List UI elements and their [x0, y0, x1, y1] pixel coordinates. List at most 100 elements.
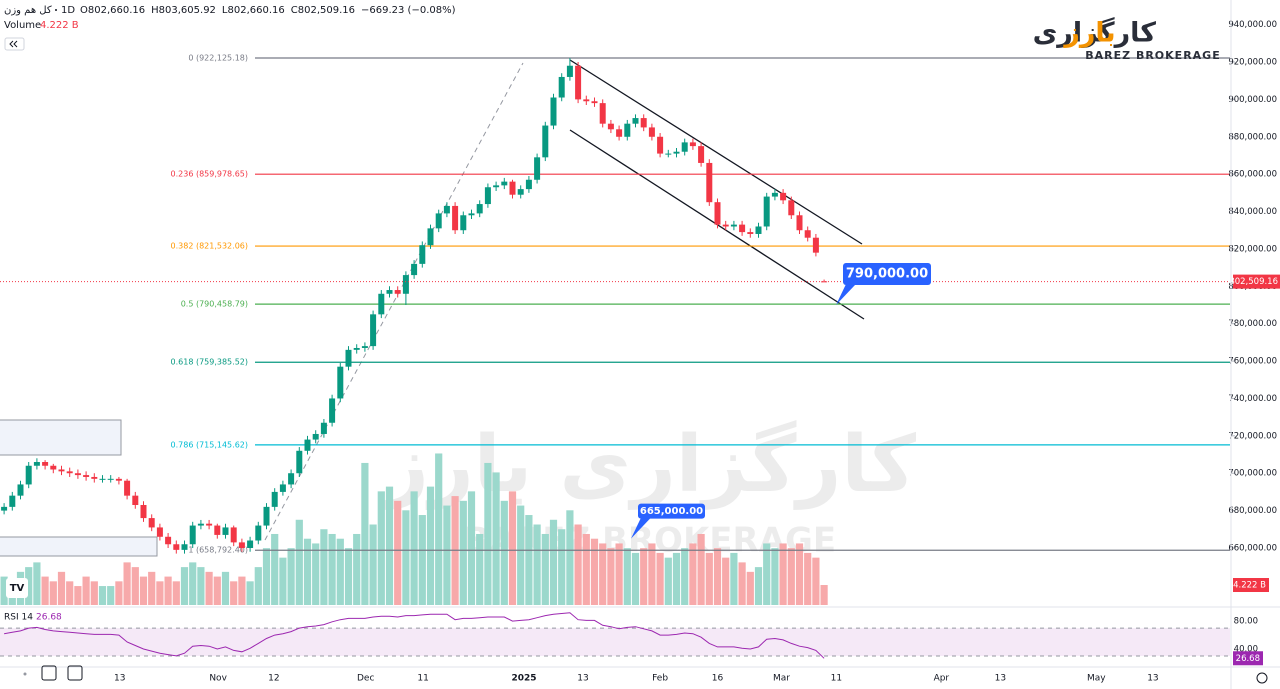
candle-body — [730, 224, 737, 227]
volume-bar — [607, 548, 615, 605]
candle-body — [173, 544, 180, 550]
fib-label: 0.786 (715,145.62) — [171, 440, 249, 449]
candle-body — [812, 237, 819, 253]
candle-body — [402, 275, 409, 294]
candle-body — [452, 205, 459, 231]
candle-body — [378, 293, 385, 315]
volume-bar — [681, 548, 689, 605]
volume-bar — [795, 543, 804, 605]
volume-bar — [648, 543, 656, 605]
volume-bar — [115, 581, 123, 605]
candle-body — [657, 136, 664, 154]
candle-body — [263, 506, 270, 526]
volume-bar — [254, 567, 262, 605]
candle-body — [394, 290, 401, 294]
candle-body — [550, 97, 557, 126]
candle-body — [419, 245, 426, 264]
x-tick-label: 13 — [114, 674, 125, 684]
tool-icon[interactable] — [67, 665, 83, 681]
volume-value: 4.222 B — [40, 20, 79, 31]
tv-logo-mark: TV — [10, 583, 25, 594]
candle-body — [607, 123, 614, 130]
volume-bar — [221, 571, 230, 605]
candle-body — [17, 484, 24, 496]
volume-bar — [344, 548, 353, 605]
candle-body — [476, 204, 483, 214]
fib-label: 0 (922,125.18) — [188, 54, 248, 63]
candle-body — [9, 495, 16, 507]
volume-bar — [148, 571, 156, 605]
volume-bar — [156, 581, 164, 605]
candle-body — [714, 202, 721, 225]
volume-bar — [582, 533, 590, 605]
candle-body — [509, 181, 516, 195]
candle-body — [312, 433, 319, 440]
candle-body — [435, 213, 442, 229]
volume-bar — [213, 576, 221, 605]
candle-body — [558, 76, 565, 98]
toolbar-dot — [23, 672, 27, 676]
rsi-title: RSI 14 — [4, 613, 33, 623]
volume-tag — [1233, 578, 1269, 593]
volume-bar — [599, 543, 607, 605]
volume-bar — [640, 548, 648, 605]
candle-body — [189, 525, 196, 545]
watermark: کارگزاری بارز — [380, 420, 917, 510]
volume-title: Volume — [4, 20, 41, 31]
y-tick-label: 740,000.00 — [1228, 394, 1277, 404]
volume-bar — [705, 552, 713, 605]
y-tick-label: 940,000.00 — [1228, 20, 1277, 30]
volume-bar — [402, 510, 410, 605]
rsi-tick-label: 80.00 — [1234, 617, 1258, 627]
volume-bar — [615, 543, 623, 605]
callout-box — [638, 503, 705, 519]
logo-accent: بارز — [1062, 18, 1115, 49]
y-tick-label: 700,000.00 — [1228, 469, 1277, 479]
candle-body — [222, 527, 229, 535]
candle-body — [33, 462, 40, 466]
settings-icon[interactable] — [1256, 672, 1268, 684]
candle-body — [648, 127, 655, 137]
volume-bar — [369, 524, 377, 605]
candle-body — [706, 162, 713, 203]
volume-bar — [107, 586, 115, 605]
candle-body — [247, 540, 254, 548]
candle-body — [165, 536, 172, 545]
volume-bar — [57, 571, 66, 605]
volume-bar — [180, 567, 189, 605]
callout-pointer — [631, 515, 650, 539]
x-tick-label: 11 — [831, 674, 842, 684]
volume-bar — [722, 557, 730, 605]
volume-bar — [713, 548, 722, 605]
collapse-icon — [9, 40, 18, 48]
price-tag-label: 802,509.16 — [1229, 277, 1278, 287]
separator-dot — [55, 9, 57, 11]
tool-icon[interactable] — [41, 665, 57, 681]
volume-bar — [467, 491, 476, 605]
volume-bar — [197, 567, 205, 605]
candle-body — [230, 527, 237, 543]
volume-bar — [66, 581, 74, 605]
x-tick-label: Apr — [934, 674, 950, 684]
volume-bar — [672, 552, 681, 605]
volume-bar — [123, 562, 131, 605]
volume-bar — [353, 533, 361, 605]
fib-label: 0.382 (821,532.06) — [171, 242, 249, 251]
rsi-value: 26.68 — [36, 613, 62, 623]
volume-bar — [164, 576, 172, 605]
candle-body — [443, 205, 450, 214]
volume-bar — [287, 548, 295, 605]
x-tick-label: 13 — [1147, 674, 1158, 684]
volume-bar — [484, 462, 492, 605]
candle-body — [271, 491, 278, 507]
volume-bar — [492, 472, 500, 605]
logo-main: کارگزاری — [1033, 17, 1157, 49]
candle-body — [99, 478, 106, 480]
volume-bar — [238, 576, 246, 605]
drawings: کارگزاری بارز BAREZ BROKERAGE — [0, 59, 917, 561]
trend-line — [264, 62, 524, 541]
volume-bar — [500, 500, 508, 605]
volume-bar — [730, 552, 738, 605]
candle-body — [796, 215, 803, 231]
